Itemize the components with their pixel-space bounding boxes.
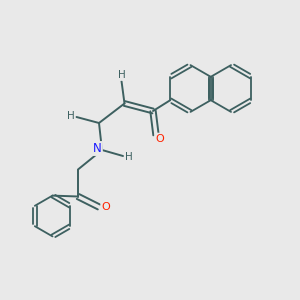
Text: O: O bbox=[101, 202, 110, 212]
Text: O: O bbox=[155, 134, 164, 144]
Text: H: H bbox=[125, 152, 133, 163]
Text: H: H bbox=[118, 70, 125, 80]
Text: H: H bbox=[67, 110, 74, 121]
Text: N: N bbox=[93, 142, 102, 155]
